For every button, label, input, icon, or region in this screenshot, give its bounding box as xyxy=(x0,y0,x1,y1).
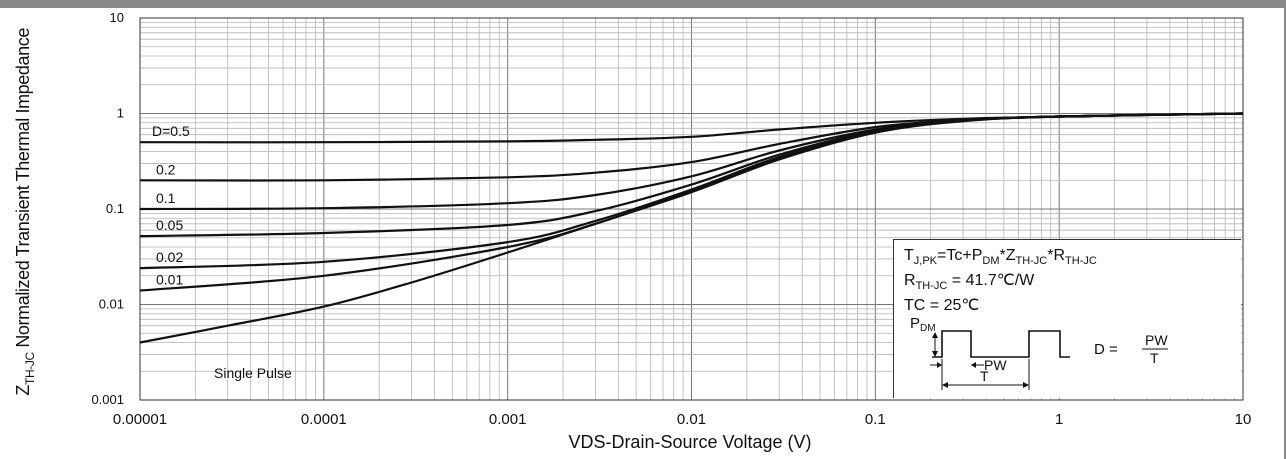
curve-label: 0.05 xyxy=(156,217,183,233)
x-tick-label: 0.00001 xyxy=(113,411,167,428)
curve-label: D=0.5 xyxy=(152,123,190,139)
x-ticks: 0.00001 0.0001 0.001 0.01 0.1 1 10 xyxy=(113,411,1251,428)
formula-line-2: RTH-JC = 41.7℃/W xyxy=(904,272,1035,293)
pulse-waveform xyxy=(932,330,1070,358)
duty-denominator: T xyxy=(1150,350,1159,366)
x-axis-title: VDS-Drain-Source Voltage (V) xyxy=(568,432,812,452)
y-tick-label: 0.01 xyxy=(99,297,124,312)
duty-eq-label: D = xyxy=(1094,341,1118,358)
curve-label: 0.2 xyxy=(156,161,176,177)
pdm-label: PDM xyxy=(910,315,936,334)
single-pulse-label: Single Pulse xyxy=(214,365,292,381)
grid xyxy=(139,18,1243,401)
y-ticks: 10 1 0.1 0.01 0.001 xyxy=(91,10,124,407)
curve-label: 0.01 xyxy=(156,272,183,288)
curve-single-pulse xyxy=(139,112,1244,344)
pulse-diagram: PDM PW T D = PW T xyxy=(910,315,1168,390)
y-tick-label: 10 xyxy=(110,10,124,25)
pdm-arrowheads xyxy=(932,332,938,357)
curve-label: 0.1 xyxy=(156,190,176,206)
formula-line-1: TJ,PK=Tc+PDM*ZTH-JC*RTH-JC xyxy=(904,247,1097,268)
duty-numerator: PW xyxy=(1145,332,1168,348)
x-tick-label: 10 xyxy=(1235,411,1252,428)
t-label: T xyxy=(980,368,989,384)
x-tick-label: 1 xyxy=(1055,411,1063,428)
y-tick-label: 0.001 xyxy=(91,392,124,407)
y-tick-label: 1 xyxy=(117,106,124,121)
curve-label: 0.02 xyxy=(156,249,183,265)
curve-labels: D=0.5 0.2 0.1 0.05 0.02 0.01 Single Pulse xyxy=(152,123,292,381)
curves xyxy=(139,112,1244,344)
x-tick-label: 0.0001 xyxy=(301,411,347,428)
formula-box: TJ,PK=Tc+PDM*ZTH-JC*RTH-JC RTH-JC = 41.7… xyxy=(893,239,1241,398)
formula-line-3: TC = 25℃ xyxy=(904,297,980,315)
x-tick-label: 0.01 xyxy=(677,411,706,428)
y-axis-title: ZTH-JC Normalized Transient Thermal Impe… xyxy=(13,28,37,396)
x-tick-label: 0.1 xyxy=(865,411,886,428)
x-tick-label: 0.001 xyxy=(489,411,527,428)
pw-label: PW xyxy=(984,357,1007,373)
y-tick-label: 0.1 xyxy=(106,201,124,216)
pw-arrowheads xyxy=(937,362,976,368)
